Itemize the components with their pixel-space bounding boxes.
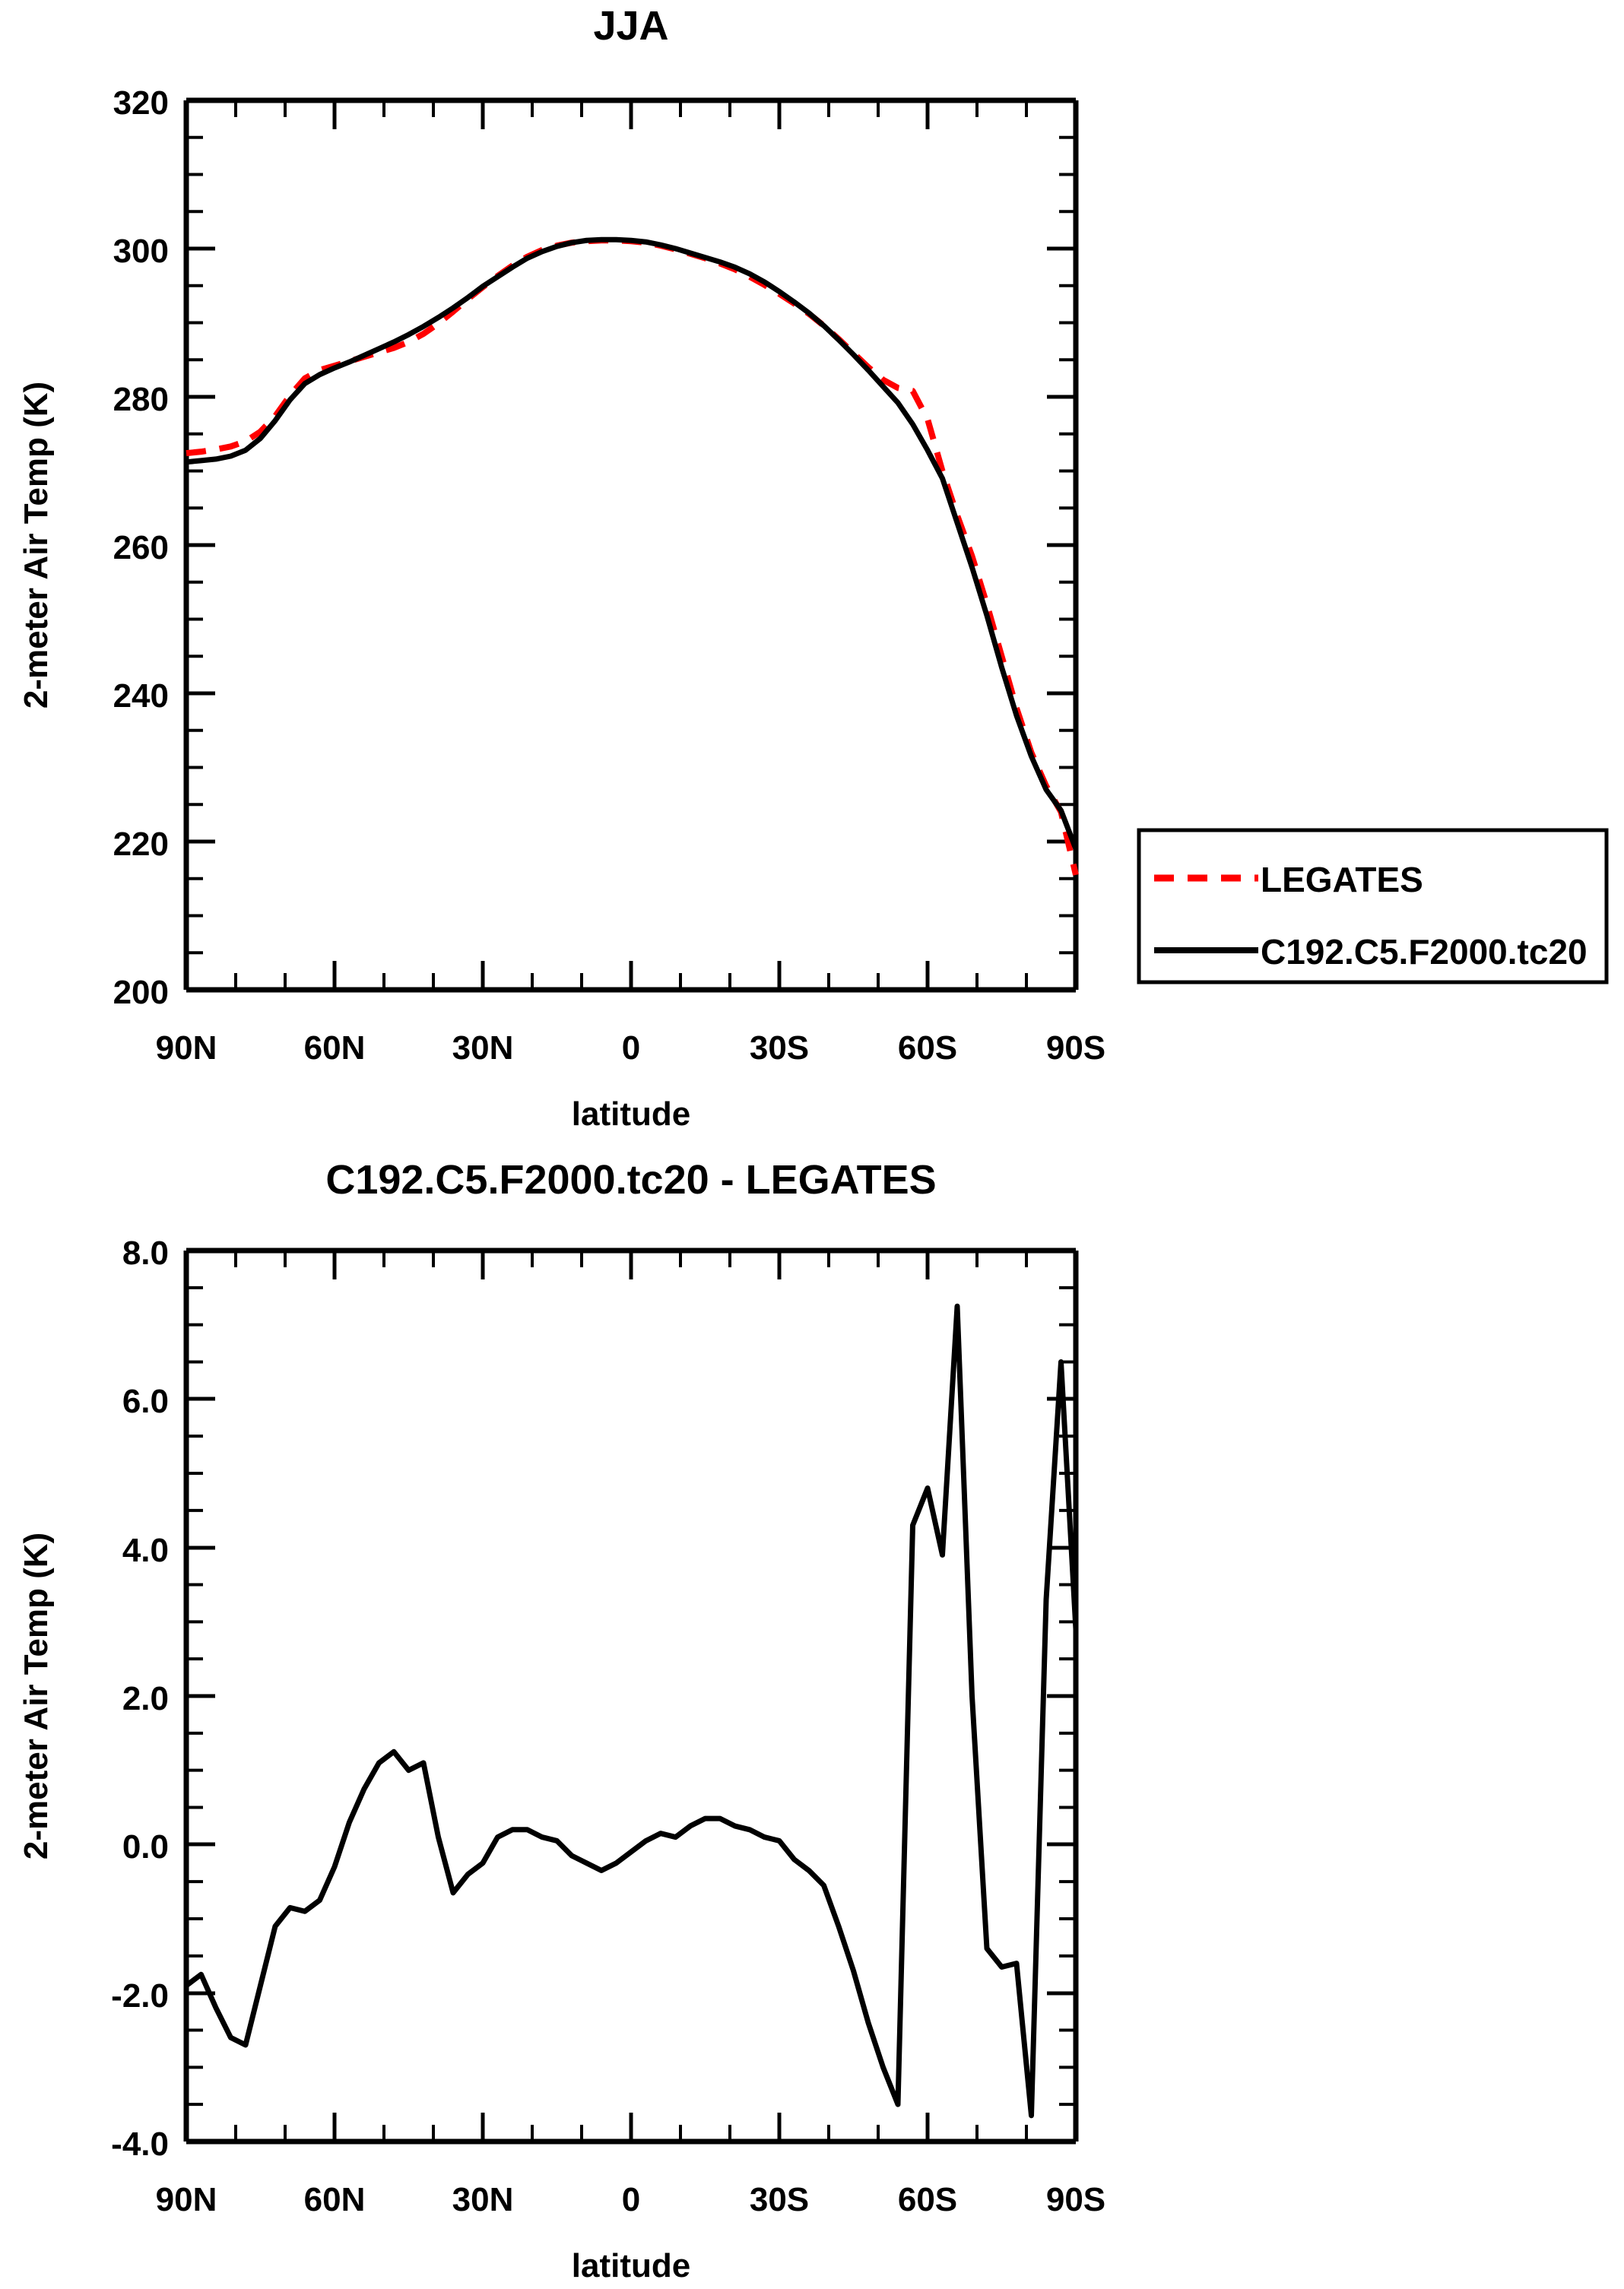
top-x-minor-ticks — [185, 100, 1077, 990]
bottom-ytick-0: 0.0 — [122, 1828, 169, 1866]
legend-label-model: C192.C5.F2000.tc20 — [1261, 932, 1588, 972]
top-panel-title: JJA — [593, 3, 668, 49]
top-ytick-220: 220 — [113, 826, 169, 863]
top-ytick-200: 200 — [113, 974, 169, 1011]
top-xtick-60S: 60S — [898, 1029, 957, 1067]
top-ytick-260: 260 — [113, 529, 169, 566]
top-xtick-60N: 60N — [304, 1029, 366, 1067]
bottom-y-minor-ticks — [186, 1249, 1076, 2143]
bottom-xtick-30N: 30N — [452, 2181, 514, 2218]
top-xtick-90S: 90S — [1046, 1029, 1105, 1067]
legend-box — [1137, 828, 1609, 984]
bottom-x-axis-title: latitude — [572, 2247, 690, 2284]
bottom-panel: C192.C5.F2000.tc20 - LEGATES 8.0 6.0 — [17, 1157, 1105, 2284]
top-xtick-90N: 90N — [156, 1029, 217, 1067]
top-x-ticks: 90N 60N 30N 0 — [156, 100, 1105, 1067]
bottom-y-axis-title: 2-meter Air Temp (K) — [17, 1533, 55, 1859]
bottom-xtick-90N: 90N — [156, 2181, 217, 2218]
bottom-xtick-0: 0 — [622, 2181, 640, 2218]
bottom-xtick-90S: 90S — [1046, 2181, 1105, 2218]
bottom-ytick-neg2: -2.0 — [111, 1977, 169, 2015]
top-panel: JJA 320 300 — [17, 3, 1105, 1133]
top-ytick-280: 280 — [113, 381, 169, 418]
bottom-panel-axes — [183, 1248, 1079, 2145]
top-x-axis-title: latitude — [572, 1095, 690, 1133]
bottom-ytick-neg4: -4.0 — [111, 2126, 169, 2163]
top-ytick-300: 300 — [113, 233, 169, 270]
bottom-ytick-6: 6.0 — [122, 1383, 169, 1420]
top-y-ticks: 320 300 280 260 — [113, 84, 1076, 1011]
legend-entry-legates[interactable]: LEGATES — [1154, 860, 1423, 899]
bottom-xtick-60N: 60N — [304, 2181, 366, 2218]
bottom-panel-title: C192.C5.F2000.tc20 - LEGATES — [325, 1157, 936, 1203]
bottom-ytick-2: 2.0 — [122, 1680, 169, 1717]
legend-label-legates: LEGATES — [1261, 860, 1423, 899]
bottom-ytick-8: 8.0 — [122, 1235, 169, 1272]
top-xtick-30S: 30S — [750, 1029, 809, 1067]
bottom-ytick-4: 4.0 — [122, 1532, 169, 1569]
top-ytick-320: 320 — [113, 84, 169, 122]
bottom-xtick-30S: 30S — [750, 2181, 809, 2218]
bottom-x-minor-ticks — [185, 1251, 1077, 2142]
series-line-legates — [186, 237, 1079, 876]
legend[interactable]: LEGATES C192.C5.F2000.tc20 — [1137, 828, 1609, 984]
top-xtick-0: 0 — [622, 1029, 640, 1067]
series-line-difference — [183, 1303, 1079, 2119]
top-xtick-30N: 30N — [452, 1029, 514, 1067]
bottom-xtick-60S: 60S — [898, 2181, 957, 2218]
top-ytick-240: 240 — [113, 677, 169, 715]
top-y-minor-ticks — [186, 99, 1076, 991]
bottom-y-ticks: 8.0 6.0 4.0 2.0 — [111, 1235, 1076, 2163]
legend-entry-model[interactable]: C192.C5.F2000.tc20 — [1154, 932, 1588, 972]
top-panel-axes — [183, 97, 1079, 993]
series-line-model — [183, 236, 1079, 852]
top-y-axis-title: 2-meter Air Temp (K) — [17, 382, 55, 709]
